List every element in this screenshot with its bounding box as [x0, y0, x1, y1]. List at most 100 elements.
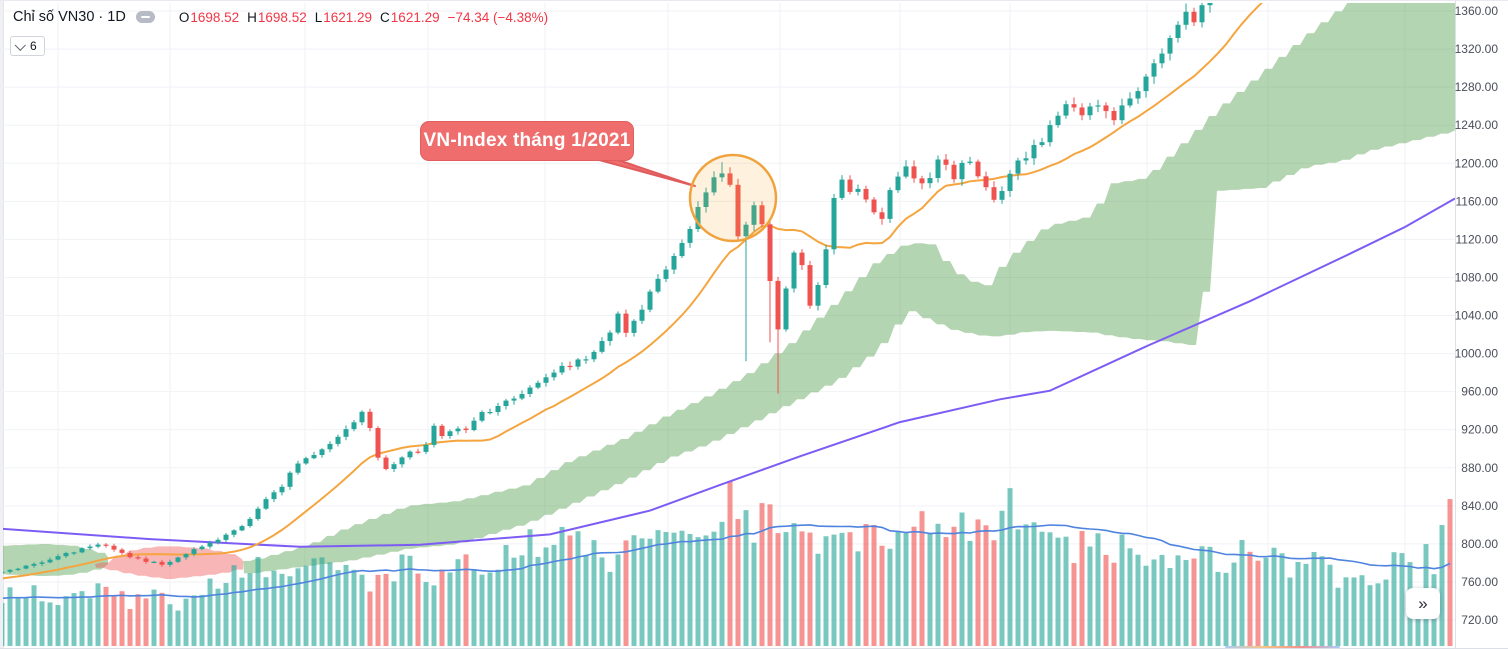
candle	[1135, 91, 1141, 99]
volume-bar	[1199, 546, 1205, 646]
volume-bar	[799, 531, 805, 646]
volume-bar	[551, 544, 557, 646]
candle	[351, 422, 357, 430]
candle	[455, 428, 461, 432]
volume-bar	[935, 523, 941, 646]
volume-bar	[879, 545, 885, 646]
volume-bar	[495, 569, 501, 646]
symbol-title[interactable]: Chỉ số VN30 · 1D	[13, 9, 126, 25]
price-axis[interactable]: 1360.00 1320.00 1280.00 1240.00 1200.00 1160.…	[1455, 1, 1499, 648]
volume-bar	[1127, 548, 1133, 646]
volume-bar	[1231, 562, 1237, 646]
candle	[559, 365, 565, 373]
volume-bar	[279, 573, 285, 646]
candle	[503, 400, 509, 406]
open-value: 1698.52	[190, 9, 240, 25]
price-tick-label: 1200.00	[1455, 156, 1499, 170]
annotation-callout[interactable]: VN-Index tháng 1/2021	[420, 121, 634, 161]
collapsed-indicators-button[interactable]: 6	[10, 36, 45, 56]
candle	[1167, 38, 1173, 54]
volume-bar	[1359, 575, 1365, 646]
candle	[895, 176, 901, 191]
volume-bar	[871, 524, 877, 646]
volume-bar	[183, 598, 189, 646]
volume-bar	[1087, 546, 1093, 646]
volume-bar	[391, 581, 397, 646]
volume-bar	[823, 536, 829, 646]
volume-bar	[759, 503, 765, 646]
volume-bar	[1023, 524, 1029, 646]
scroll-to-latest-button[interactable]: »	[1406, 588, 1440, 619]
volume-bar	[343, 564, 349, 646]
candle	[823, 249, 829, 285]
volume-bar	[191, 595, 197, 646]
candle	[335, 436, 341, 444]
volume-bar	[335, 570, 341, 646]
volume-bar	[375, 574, 381, 646]
volume-bar	[1383, 579, 1389, 646]
volume-bar	[1303, 563, 1309, 646]
highlight-circle	[688, 153, 778, 243]
candle	[1175, 24, 1181, 38]
volume-bar	[1239, 539, 1245, 646]
candle	[247, 518, 253, 526]
volume-bar	[135, 594, 141, 646]
candle	[167, 561, 173, 565]
candle	[1103, 105, 1109, 112]
volume-bar	[367, 591, 373, 646]
candle	[583, 359, 589, 361]
volume-bar	[1327, 564, 1333, 646]
left-edge-strip	[0, 1, 4, 648]
volume-bar	[1047, 532, 1053, 646]
volume-bar	[1063, 536, 1069, 646]
candle	[111, 545, 117, 550]
volume-bar	[967, 540, 973, 646]
volume-bar	[87, 598, 93, 646]
volume-bar	[55, 605, 61, 646]
volume-bar	[519, 555, 525, 646]
volume-bar	[863, 524, 869, 646]
candle	[519, 394, 525, 399]
candle	[807, 265, 813, 306]
volume-bar	[535, 556, 541, 646]
volume-bar	[1143, 565, 1149, 646]
candle	[687, 229, 693, 243]
candle	[207, 542, 213, 547]
candle	[303, 458, 309, 464]
volume-bar	[39, 601, 45, 646]
volume-bar	[767, 504, 773, 646]
volume-bar	[1103, 554, 1109, 646]
annotation-graphics[interactable]	[565, 150, 778, 243]
volume-bar	[47, 602, 53, 646]
fast-ma-line	[3, 3, 1264, 580]
low-value: 1621.29	[323, 9, 373, 25]
candle	[751, 205, 757, 225]
hide-indicator-icon[interactable]	[135, 11, 155, 23]
candle	[1015, 160, 1021, 174]
price-tick-label: 800.00	[1461, 537, 1498, 551]
volume-bar	[255, 556, 261, 646]
volume-bar	[247, 573, 253, 646]
volume-bar	[703, 535, 709, 646]
volume-bar	[119, 591, 125, 646]
volume-bar	[639, 538, 645, 646]
volume-bar	[1007, 488, 1013, 646]
volume-bar	[447, 572, 453, 646]
candle	[151, 561, 157, 563]
candle	[391, 464, 397, 469]
volume-bar	[959, 512, 965, 646]
volume-bar	[999, 510, 1005, 646]
candle	[103, 544, 109, 546]
candle	[783, 288, 789, 330]
volume-bar	[671, 532, 677, 646]
price-tick-label: 840.00	[1461, 499, 1498, 513]
volume-bar	[855, 551, 861, 646]
candle	[191, 549, 197, 555]
indicator-count: 6	[30, 39, 37, 53]
candle	[215, 539, 221, 543]
volume-bar	[95, 583, 101, 646]
volume-bar	[983, 525, 989, 646]
candle	[1119, 105, 1125, 121]
candle	[623, 313, 629, 333]
